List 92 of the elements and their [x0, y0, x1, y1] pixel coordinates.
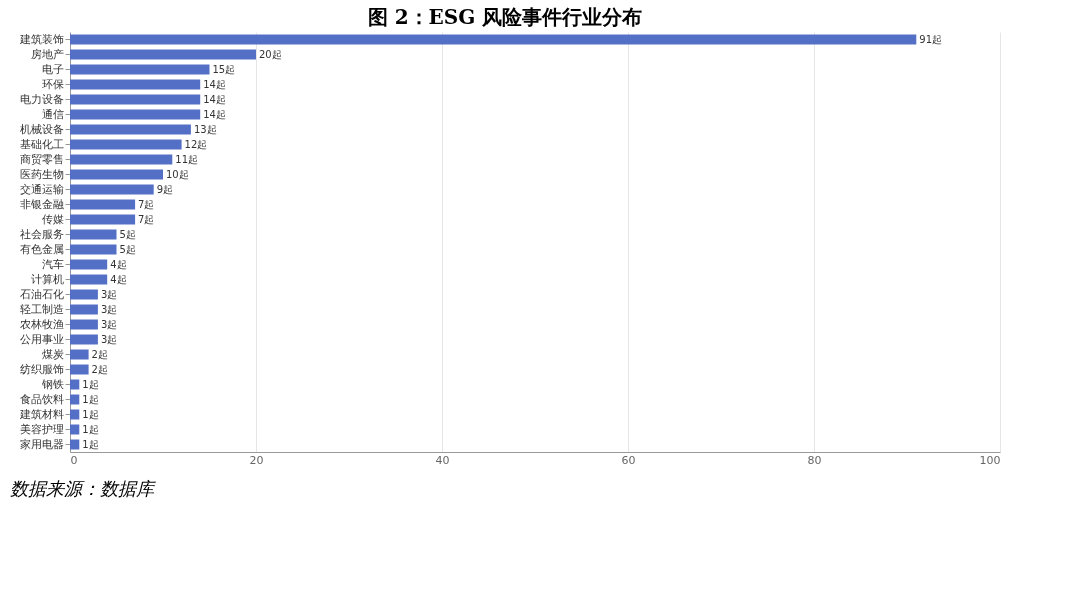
bar [70, 394, 80, 405]
bar [70, 439, 80, 450]
y-tick-label: 基础化工 [19, 137, 64, 151]
bar [70, 124, 191, 135]
data-label: 7起 [138, 198, 155, 210]
bar [70, 49, 256, 60]
y-tick-label: 电子 [41, 62, 64, 76]
y-tick-label: 建筑材料 [18, 407, 64, 421]
data-label: 3起 [100, 288, 118, 300]
data-label: 12起 [184, 138, 208, 150]
bar [70, 244, 117, 255]
y-tick-label: 石油石化 [19, 287, 64, 301]
bar [70, 304, 98, 315]
y-tick-label: 纺织服饰 [19, 362, 64, 376]
y-tick-label: 社会服务 [19, 227, 64, 241]
bar [70, 139, 182, 150]
x-tick-label: 80 [807, 453, 822, 467]
y-tick-label: 有色金属 [19, 242, 64, 256]
data-label: 2起 [91, 363, 108, 375]
bar [70, 409, 80, 420]
x-tick-label: 20 [249, 453, 264, 467]
y-tick-label: 医药生物 [19, 167, 64, 181]
bar [70, 214, 136, 225]
y-tick-label: 房地产 [30, 47, 64, 61]
y-tick-label: 非银金融 [19, 197, 64, 211]
data-label: 14起 [203, 78, 226, 90]
data-label: 91起 [919, 33, 943, 45]
bar [70, 349, 89, 360]
data-label: 1起 [82, 423, 99, 435]
data-label: 13起 [193, 123, 217, 135]
data-label: 5起 [119, 228, 136, 240]
y-tick-label: 商贸零售 [19, 152, 64, 166]
bar [70, 184, 154, 195]
bar [70, 34, 917, 45]
x-tick-label: 100 [979, 453, 1001, 467]
bar [70, 79, 201, 90]
data-label: 7起 [138, 213, 155, 225]
bar [70, 229, 117, 240]
y-tick-label: 通信 [41, 107, 64, 121]
chart-title: 图 2：ESG 风险事件行业分布 [367, 5, 643, 29]
bar [70, 169, 163, 180]
source-note: 数据来源：数据库 [10, 478, 156, 499]
data-label: 2起 [91, 348, 108, 360]
data-label: 1起 [82, 378, 99, 390]
bar [70, 259, 108, 270]
data-label: 3起 [100, 333, 118, 345]
y-tick-label: 传媒 [41, 212, 64, 226]
y-tick-label: 轻工制造 [19, 302, 64, 316]
bar [70, 274, 108, 285]
y-tick-label: 交通运输 [19, 182, 64, 196]
bar [70, 64, 210, 75]
data-label: 1起 [82, 438, 99, 450]
data-label: 5起 [119, 243, 136, 255]
data-label: 1起 [82, 408, 99, 420]
bar [70, 94, 201, 105]
y-tick-label: 机械设备 [19, 122, 64, 136]
bar [70, 109, 201, 120]
data-label: 10起 [166, 168, 189, 180]
data-label: 20起 [259, 48, 282, 60]
data-label: 14起 [203, 93, 226, 105]
y-tick-label: 汽车 [41, 257, 64, 271]
y-tick-label: 家用电器 [19, 437, 64, 451]
data-label: 15起 [212, 63, 236, 75]
bar [70, 289, 98, 300]
data-label: 4起 [110, 258, 127, 270]
bar [70, 424, 80, 435]
y-tick-label: 建筑装饰 [18, 32, 64, 46]
bar [70, 364, 89, 375]
x-tick-label: 40 [435, 453, 450, 467]
y-tick-label: 环保 [41, 77, 64, 91]
y-tick-label: 钢铁 [40, 377, 64, 391]
data-label: 1起 [82, 393, 99, 405]
y-tick-label: 煤炭 [41, 347, 64, 361]
data-label: 4起 [110, 273, 127, 285]
bar [70, 154, 173, 165]
data-label: 14起 [203, 108, 226, 120]
data-label: 3起 [100, 303, 118, 315]
x-tick-label: 60 [621, 453, 636, 467]
data-label: 11起 [175, 153, 199, 165]
y-tick-label: 食品饮料 [19, 392, 64, 406]
data-label: 3起 [100, 318, 118, 330]
bar [70, 319, 98, 330]
x-tick-label: 0 [70, 453, 78, 467]
y-tick-label: 电力设备 [19, 92, 64, 106]
bar [70, 199, 136, 210]
y-tick-label: 计算机 [30, 272, 64, 286]
y-tick-label: 美容护理 [19, 422, 64, 436]
y-tick-label: 公用事业 [19, 332, 64, 346]
y-tick-label: 农林牧渔 [19, 317, 64, 331]
bar [70, 334, 98, 345]
data-label: 9起 [156, 183, 174, 195]
bar [70, 379, 80, 390]
